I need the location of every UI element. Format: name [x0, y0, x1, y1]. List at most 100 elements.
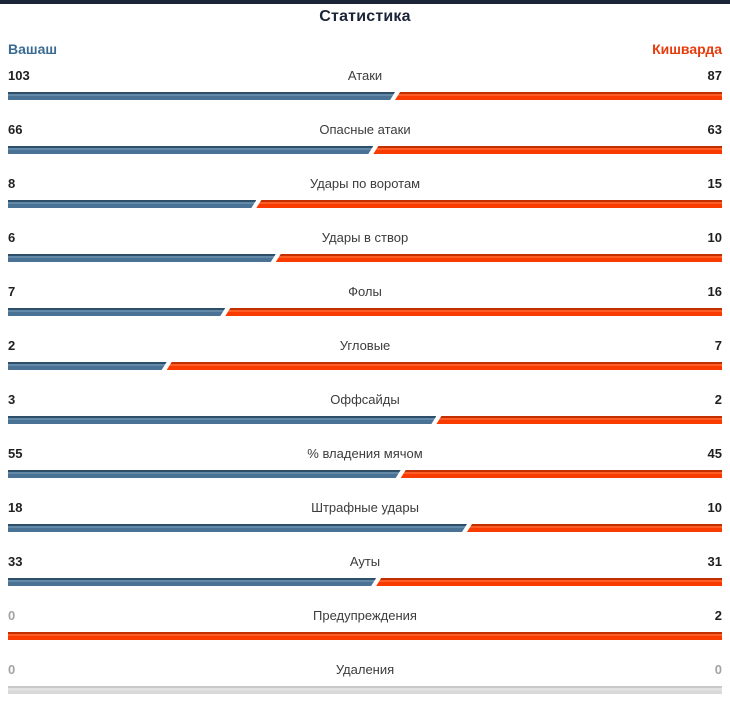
- home-value: 6: [8, 229, 16, 245]
- away-bar-segment: [467, 524, 722, 532]
- stat-line: 7 Фолы 16: [8, 283, 722, 299]
- away-bar-segment: [373, 146, 722, 154]
- home-bar-segment: [8, 308, 225, 316]
- stat-bar: [8, 470, 722, 478]
- stat-bar: [8, 254, 722, 262]
- stat-bar: [8, 686, 722, 694]
- stat-line: 3 Оффсайды 2: [8, 391, 722, 407]
- stat-label: Предупреждения: [313, 607, 417, 623]
- away-bar-segment: [395, 92, 722, 100]
- stat-bar: [8, 578, 722, 586]
- home-bar-segment: [8, 578, 376, 586]
- home-bar-segment: [8, 254, 276, 262]
- stat-bar: [8, 632, 722, 640]
- top-accent-bar: [0, 0, 730, 4]
- away-bar-segment: [400, 470, 722, 478]
- away-bar-segment: [275, 254, 722, 262]
- stat-row: 66 Опасные атаки 63: [0, 116, 730, 170]
- stat-bar: [8, 146, 722, 154]
- stat-row: 33 Ауты 31: [0, 548, 730, 602]
- stat-bar: [8, 92, 722, 100]
- home-bar-segment: [8, 524, 467, 532]
- page-title: Статистика: [319, 8, 411, 25]
- stat-line: 0 Предупреждения 2: [8, 607, 722, 623]
- stat-line: 0 Удаления 0: [8, 661, 722, 677]
- stat-row: 103 Атаки 87: [0, 62, 730, 116]
- stats-rows: 103 Атаки 87 66 Опасные атаки 63 8 Удары…: [0, 62, 730, 710]
- home-value: 33: [8, 553, 23, 569]
- stat-row: 8 Удары по воротам 15: [0, 170, 730, 224]
- stat-label: Угловые: [339, 337, 391, 353]
- away-bar-segment: [436, 416, 722, 424]
- stat-label: Удары по воротам: [309, 175, 421, 191]
- away-bar-segment: [376, 578, 722, 586]
- home-bar-segment: [8, 470, 401, 478]
- away-bar-segment: [225, 308, 722, 316]
- stat-line: 2 Угловые 7: [8, 337, 722, 353]
- away-value: 16: [707, 283, 722, 299]
- neutral-bar-segment: [8, 686, 722, 694]
- stat-bar: [8, 416, 722, 424]
- away-value: 63: [707, 121, 722, 137]
- home-value: 55: [8, 445, 23, 461]
- home-team-name: Вашаш: [8, 41, 58, 57]
- stat-label: Фолы: [348, 283, 382, 299]
- stat-label: Удары в створ: [321, 229, 409, 245]
- away-bar-segment: [256, 200, 722, 208]
- stat-line: 6 Удары в створ 10: [8, 229, 722, 245]
- home-bar-segment: [8, 416, 436, 424]
- stat-label: % владения мячом: [307, 445, 423, 461]
- stat-row: 0 Предупреждения 2: [0, 602, 730, 656]
- away-value: 10: [707, 499, 722, 515]
- home-value: 0: [8, 607, 16, 623]
- team-header: Вашаш Кишварда: [0, 41, 730, 57]
- stat-bar: [8, 200, 722, 208]
- stat-label: Штрафные удары: [311, 499, 419, 515]
- away-value: 7: [714, 337, 722, 353]
- away-team-name: Кишварда: [652, 41, 722, 57]
- away-value: 2: [714, 391, 722, 407]
- home-bar-segment: [8, 146, 373, 154]
- stat-row: 2 Угловые 7: [0, 332, 730, 386]
- stat-label: Удаления: [335, 661, 395, 677]
- home-bar-segment: [8, 92, 395, 100]
- stat-label: Атаки: [347, 67, 383, 83]
- stat-row: 18 Штрафные удары 10: [0, 494, 730, 548]
- away-value: 31: [707, 553, 722, 569]
- stat-row: 7 Фолы 16: [0, 278, 730, 332]
- home-value: 8: [8, 175, 16, 191]
- home-value: 66: [8, 121, 23, 137]
- stat-label: Оффсайды: [330, 391, 400, 407]
- away-value: 45: [707, 445, 722, 461]
- away-value: 0: [714, 661, 722, 677]
- stat-label: Опасные атаки: [319, 121, 411, 137]
- stat-bar: [8, 362, 722, 370]
- stat-label: Ауты: [349, 553, 381, 569]
- away-value: 10: [707, 229, 722, 245]
- stat-line: 33 Ауты 31: [8, 553, 722, 569]
- home-bar-segment: [8, 200, 256, 208]
- stat-line: 18 Штрафные удары 10: [8, 499, 722, 515]
- stat-line: 103 Атаки 87: [8, 67, 722, 83]
- home-value: 0: [8, 661, 16, 677]
- stat-line: 55 % владения мячом 45: [8, 445, 722, 461]
- away-value: 87: [707, 67, 722, 83]
- home-value: 3: [8, 391, 16, 407]
- away-value: 15: [707, 175, 722, 191]
- home-value: 2: [8, 337, 16, 353]
- stat-row: 55 % владения мячом 45: [0, 440, 730, 494]
- stat-line: 66 Опасные атаки 63: [8, 121, 722, 137]
- home-value: 7: [8, 283, 16, 299]
- home-value: 18: [8, 499, 23, 515]
- home-value: 103: [8, 67, 30, 83]
- stat-row: 6 Удары в створ 10: [0, 224, 730, 278]
- away-bar-segment: [166, 362, 722, 370]
- stat-line: 8 Удары по воротам 15: [8, 175, 722, 191]
- away-value: 2: [714, 607, 722, 623]
- stat-bar: [8, 524, 722, 532]
- home-bar-segment: [8, 362, 167, 370]
- stat-row: 3 Оффсайды 2: [0, 386, 730, 440]
- away-bar-segment: [8, 632, 722, 640]
- stat-row: 0 Удаления 0: [0, 656, 730, 710]
- stat-bar: [8, 308, 722, 316]
